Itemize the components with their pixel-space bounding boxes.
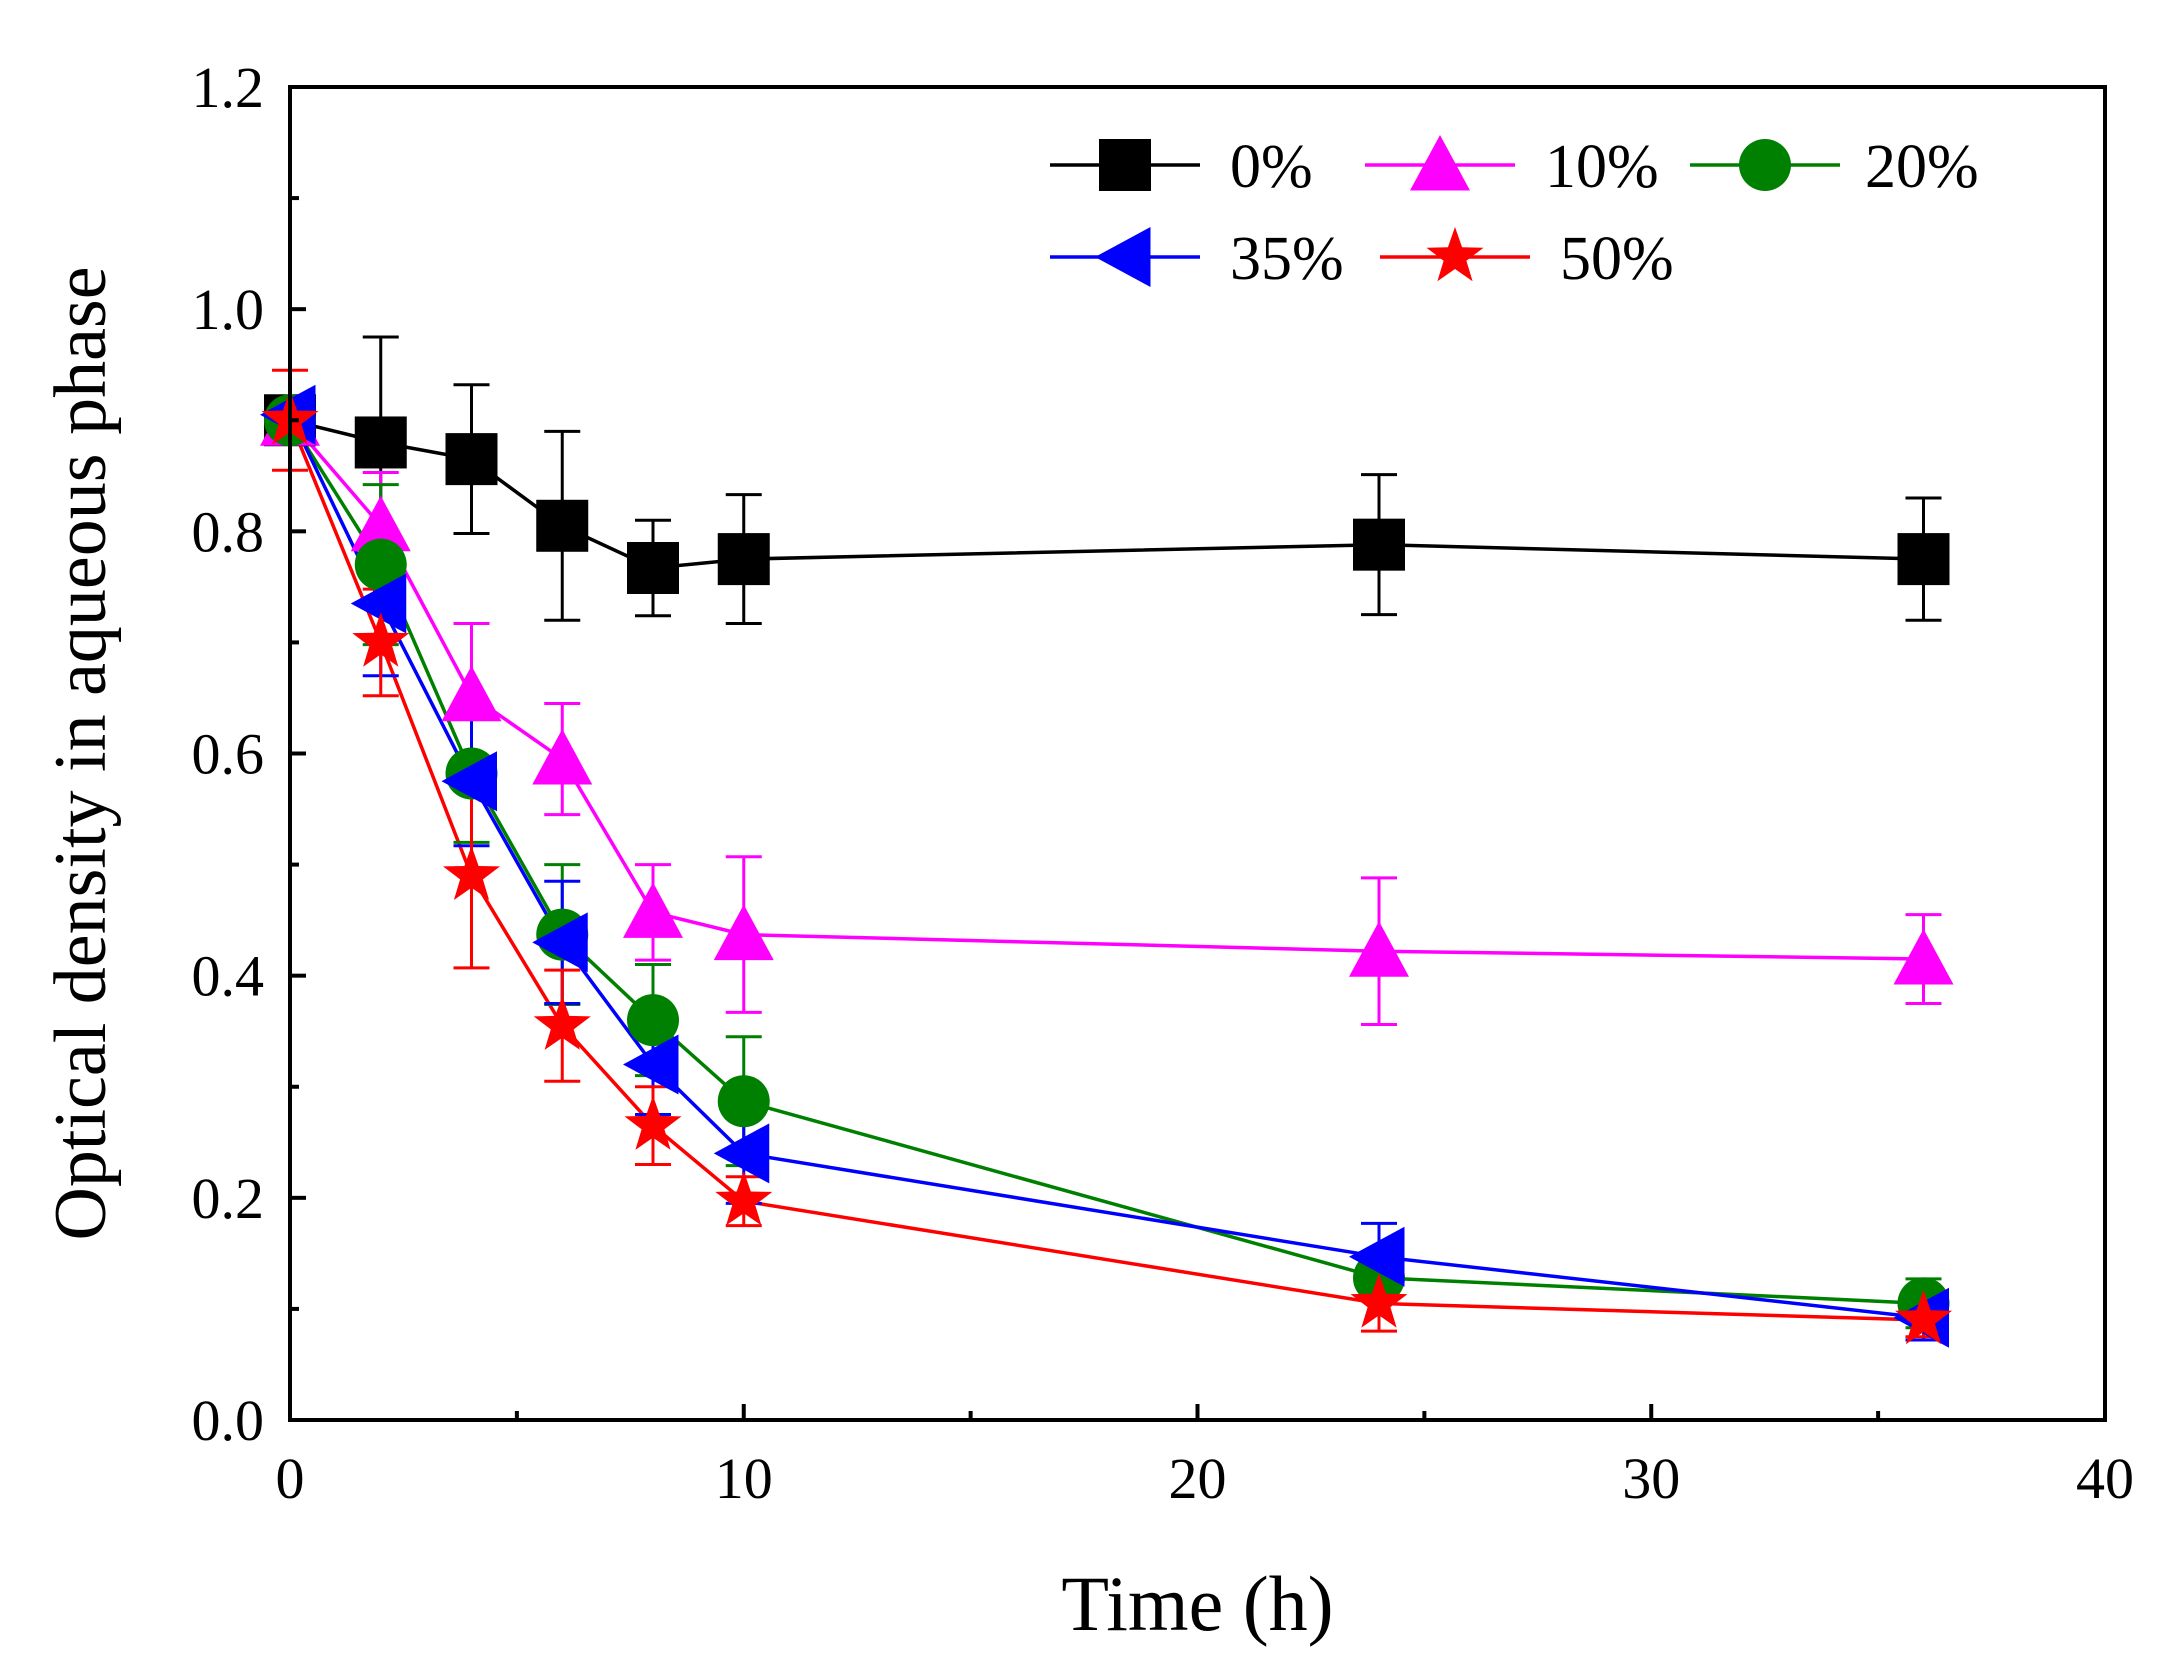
x-tick-label: 10 — [715, 1446, 773, 1511]
legend-item: 50% — [1380, 225, 1674, 293]
legend-marker — [1426, 227, 1484, 282]
data-point — [713, 904, 774, 961]
y-tick-label: 0.6 — [192, 722, 265, 787]
data-point — [354, 416, 407, 469]
y-tick-label: 0.4 — [192, 944, 265, 1009]
data-point — [1897, 533, 1950, 586]
data-point — [1349, 1226, 1405, 1287]
x-tick-label: 0 — [276, 1446, 305, 1511]
y-axis-title: Optical density in aqueous phase — [40, 266, 122, 1240]
legend-item: 20% — [1690, 133, 1979, 201]
x-tick-label: 30 — [1622, 1446, 1680, 1511]
data-point — [624, 1095, 682, 1150]
legend-label: 10% — [1545, 133, 1659, 201]
data-point — [627, 994, 679, 1047]
x-tick-label: 40 — [2076, 1446, 2134, 1511]
data-point — [532, 912, 588, 973]
data-point — [1893, 929, 1954, 985]
legend-marker — [1095, 227, 1151, 287]
y-tick-label: 1.2 — [192, 55, 265, 120]
data-point — [1895, 1290, 1952, 1345]
y-tick-label: 0.8 — [192, 499, 265, 564]
x-axis-ticks: 0 10 20 30 40 — [276, 1404, 2134, 1511]
legend-item: 35% — [1050, 225, 1344, 293]
series-markers — [260, 384, 1954, 1348]
data-point — [350, 573, 407, 634]
legend-label: 35% — [1230, 225, 1344, 293]
data-point — [623, 1034, 679, 1095]
series-line-0 — [289, 418, 1924, 570]
data-point — [717, 1075, 770, 1128]
legend-marker — [1410, 135, 1470, 191]
data-point — [713, 1123, 770, 1184]
legend-label: 0% — [1230, 133, 1313, 201]
data-point — [1349, 921, 1409, 977]
data-point — [443, 845, 500, 900]
data-point — [536, 499, 589, 552]
data-point — [354, 538, 407, 591]
legend-marker — [1099, 139, 1151, 191]
data-point — [627, 541, 679, 594]
data-point — [1350, 1273, 1408, 1328]
y-tick-label: 0.2 — [192, 1166, 265, 1231]
legend-item: 0% — [1050, 133, 1313, 201]
data-point — [441, 751, 497, 812]
y-tick-label: 0.0 — [192, 1388, 265, 1453]
data-point — [1353, 518, 1405, 571]
series-line-1 — [288, 419, 1924, 961]
legend-item: 10% — [1365, 133, 1659, 201]
y-axis-ticks: 0.0 0.2 0.4 0.6 0.8 1.0 1.2 — [192, 55, 306, 1453]
data-point — [445, 433, 498, 486]
data-point — [350, 495, 411, 552]
x-tick-label: 20 — [1169, 1446, 1227, 1511]
series-lines — [288, 413, 1924, 1322]
data-point — [532, 729, 593, 785]
legend: 0% 10% 20% 35% 50% — [1050, 133, 1979, 293]
data-point — [717, 533, 770, 586]
y-tick-label: 1.0 — [192, 277, 265, 342]
data-point — [715, 1171, 773, 1226]
series-line-4 — [288, 419, 1924, 1322]
data-point — [533, 995, 591, 1050]
data-point — [623, 882, 683, 938]
error-bars — [272, 335, 1942, 1342]
legend-label: 50% — [1560, 225, 1674, 293]
data-point — [352, 612, 410, 667]
legend-label: 20% — [1865, 133, 1979, 201]
x-axis-title: Time (h) — [1061, 1560, 1333, 1647]
legend-marker — [1739, 139, 1791, 191]
data-point — [441, 665, 502, 722]
